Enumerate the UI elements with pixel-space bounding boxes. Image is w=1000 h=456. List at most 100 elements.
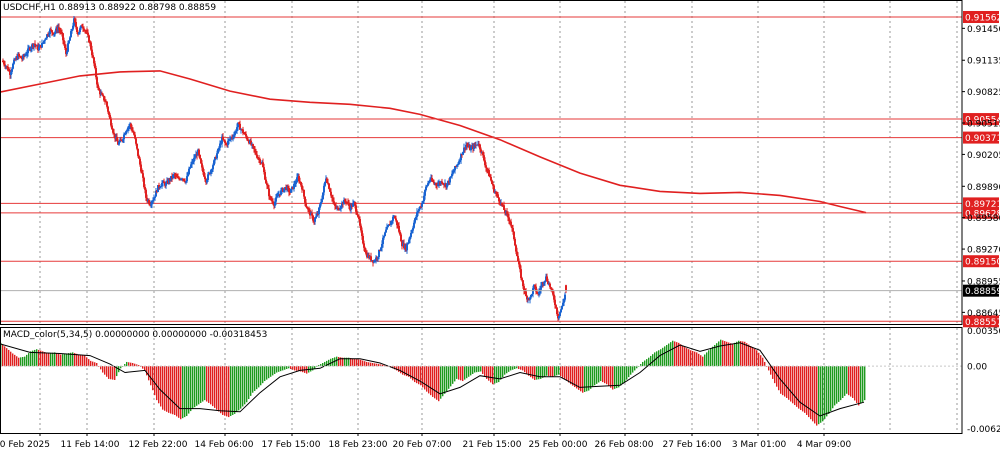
candle-body [374,260,376,262]
candle-body [428,181,430,184]
candle-body [130,123,132,128]
candle-body [453,170,455,173]
macd-bar [42,351,44,367]
candle-body [265,179,267,184]
time-axis[interactable]: 10 Feb 2025 11 Feb 14:00 12 Feb 22:00 14 Fe… [0,433,851,450]
macd-bar [752,347,754,367]
candle-body [87,32,89,36]
price-panel[interactable]: USDCHF,H1 0.88913 0.88922 0.88798 0.8885… [0,0,963,325]
candle-body [396,220,398,226]
macd-bar [462,366,464,382]
macd-bar [256,366,258,390]
macd-bar [556,366,558,376]
candle-body [378,249,380,258]
candle-body [3,62,5,65]
candle-body [136,143,138,149]
candle-body [206,179,208,183]
candle-body [359,219,361,226]
candle-body [410,233,412,237]
macd-axis-label: 0.0035048 [967,327,1000,337]
macd-bar [436,366,438,400]
candle-body [61,32,63,34]
macd-bar [400,366,402,374]
candle-body [504,209,506,213]
macd-bar [814,366,816,424]
candle-body [499,201,501,204]
macd-bar [496,366,498,383]
candle-body [172,174,174,179]
candle-body [200,158,202,164]
macd-bar [324,361,326,367]
candle-body [141,171,143,174]
macd-bar [234,366,236,414]
macd-bar [46,352,48,367]
candle-body [386,226,388,230]
macd-bar [158,366,160,404]
level-label-bg [963,206,999,219]
candle-body [418,208,420,212]
candle-body [49,29,51,35]
macd-bar [58,353,60,367]
candle-body [88,35,90,43]
candle-body [26,53,28,55]
macd-bar [566,366,568,381]
candle-body [50,29,52,31]
macd-bar [414,366,416,383]
candle-body [268,188,270,197]
candle-body [435,183,437,185]
candle-body [303,190,305,197]
macd-bar [240,366,242,409]
macd-bar [326,360,328,367]
candle-body [535,286,537,292]
macd-panel[interactable]: MACD_color(5,34,5) 0.00000000 0.00000000… [0,327,963,434]
candle-body [42,42,44,44]
macd-bar [848,366,850,396]
macd-bar [384,365,386,367]
macd-bar [798,366,800,409]
candle-body [377,257,379,259]
macd-bar [792,366,794,404]
candle-body [541,282,543,286]
macd-bar [452,366,454,384]
macd-bar [36,349,38,367]
candle-body [400,234,402,242]
candle-body [96,77,98,85]
candle-body [491,180,493,184]
candle-body [185,181,187,183]
macd-bar [114,366,116,380]
candle-body [486,167,488,170]
candle-body [550,287,552,289]
macd-bar [500,366,502,380]
macd-bar [66,353,68,367]
macd-bar [530,366,532,378]
macd-bar [56,353,58,367]
candle-body [321,199,323,203]
candle-body [217,148,219,154]
level-label-bg [963,255,999,268]
level-label: 0.89721 [965,200,1000,210]
candle-body [10,71,12,75]
candle-body [399,231,401,235]
candle-body [513,231,515,240]
candle-body [58,27,60,30]
candle-body [301,185,303,190]
candle-body [63,40,65,45]
macd-bar [590,366,592,389]
candle-body [76,27,78,33]
macd-bar [580,366,582,392]
candle-body [224,140,226,143]
candle-body [495,192,497,194]
candle-body [421,203,423,207]
candle-body [380,247,382,251]
candle-body [64,44,66,48]
candle-body [269,196,271,198]
macd-bar [150,366,152,386]
candle-body [122,139,124,141]
candle-body [332,197,334,202]
macd-bar [416,366,418,384]
macd-bar [504,366,506,375]
